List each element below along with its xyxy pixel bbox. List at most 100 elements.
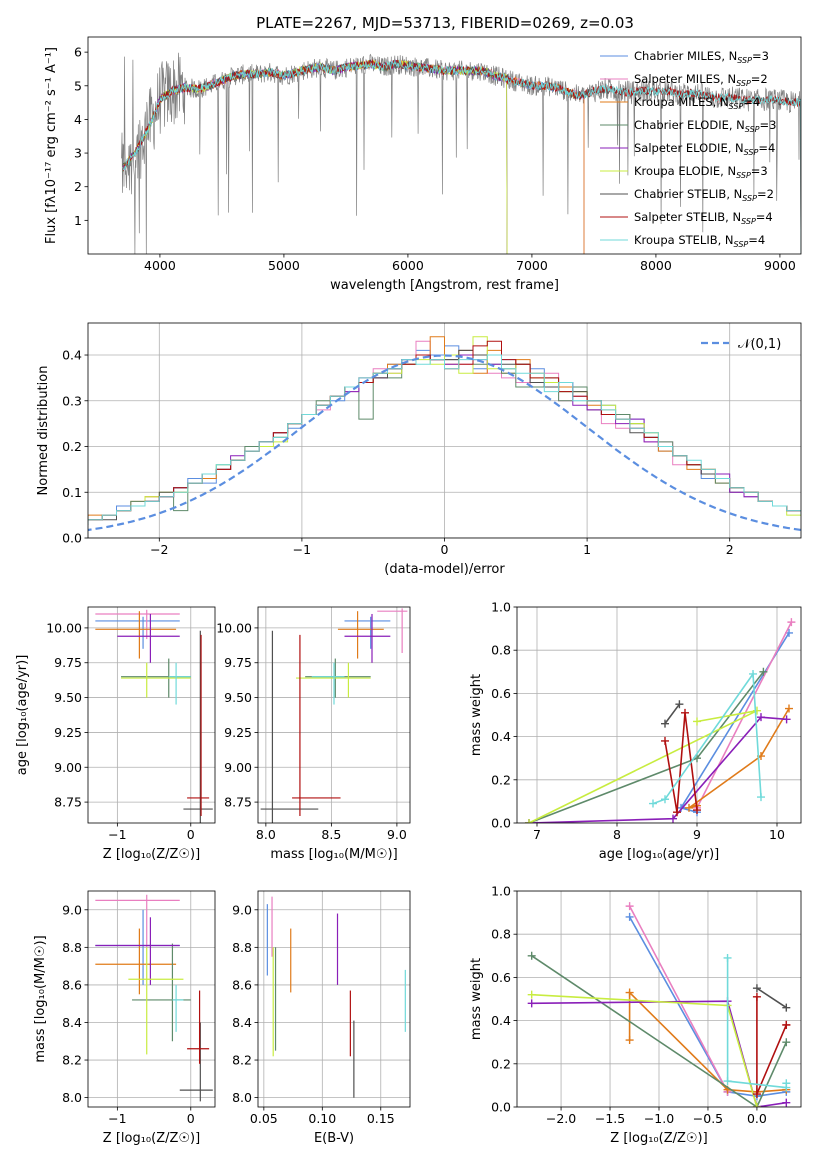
legend-label: Kroupa MILES, NSSP=4: [634, 95, 760, 111]
plot-area: [258, 607, 410, 823]
weight-point-marker: [661, 719, 669, 728]
weight-series-line: [531, 955, 788, 1107]
errorbar-point: [95, 894, 180, 948]
weight-point-marker: [757, 793, 765, 802]
errorbar-point: [187, 634, 210, 817]
panel-ebv-mass: 0.05 0.10 0.15 8.0 8.2 8.4 8.6 8.8 9.0 E(B-V): [232, 890, 411, 1146]
errorbar-point: [292, 634, 341, 817]
weight-point-marker: [782, 715, 791, 724]
legend-label: Chabrier MILES, NSSP=3: [634, 49, 769, 65]
y-tick-label: 0.2: [491, 1056, 511, 1071]
plot-area: [517, 607, 801, 823]
weight-point-marker: [527, 990, 536, 999]
weight-point-marker: [757, 713, 765, 722]
plot-area: [121, 52, 801, 254]
x-tick-label: 6000: [392, 258, 424, 273]
x-tick-label: 0.05: [250, 1111, 278, 1126]
y-axis-label: age [log₁₀(age/yr)]: [15, 655, 30, 776]
y-tick-label: 4: [74, 112, 82, 127]
y-tick-label: 1.0: [491, 884, 511, 899]
y-axis-label: mass weight: [469, 674, 484, 756]
panel-z-weight: −2.0 −1.5 −1.0 −0.5 0.0 0.0 0.2 0.4 0.6 0.8 1.0 Z […: [469, 884, 802, 1146]
y-tick-label: 8.75: [54, 795, 82, 810]
errorbar-point: [168, 662, 191, 705]
x-tick-label: −2.0: [546, 1111, 576, 1126]
x-tick-label: 5000: [268, 258, 300, 273]
x-tick-label: 0: [187, 1111, 195, 1126]
y-tick-label: 9.0: [62, 902, 82, 917]
x-tick-label: 8.0: [256, 827, 276, 842]
errorbar-point: [344, 616, 391, 649]
errorbar-point: [121, 662, 191, 698]
y-tick-label: 9.50: [54, 690, 82, 705]
y-tick-label: 8.8: [232, 940, 252, 955]
errorbar-point: [296, 662, 371, 698]
normal-curve-line: [88, 354, 801, 532]
x-tick-label: 7000: [516, 258, 548, 273]
y-tick-label: 0.0: [491, 816, 511, 831]
histogram-step-line: [88, 336, 801, 521]
y-tick-label: 8.6: [62, 977, 82, 992]
y-tick-label: 0.0: [62, 531, 82, 546]
y-tick-label: 1: [74, 213, 82, 228]
y-tick-label: 8.8: [62, 940, 82, 955]
errorbar-point: [183, 630, 213, 823]
weight-point-marker: [782, 1020, 791, 1029]
panel-residuals: −2 −1 0 1 2 0.0 0.1 0.2 0.3 0.4 (data-model)/error…: [36, 322, 802, 577]
spectrum-legend: Chabrier MILES, NSSP=3 Salpeter MILES, NS…: [600, 49, 776, 249]
weight-point-marker: [749, 669, 757, 678]
errorbar-point: [179, 1022, 213, 1102]
model-spectrum-line: [122, 58, 801, 254]
x-tick-label: 7: [533, 827, 541, 842]
weight-point-marker: [693, 717, 701, 726]
weight-series-line: [528, 709, 758, 823]
y-tick-label: 0.6: [491, 970, 511, 985]
weight-point-marker: [752, 984, 761, 993]
x-tick-label: −2: [150, 542, 168, 557]
histogram-step-line: [88, 345, 801, 521]
x-axis-label: age [log₁₀(age/yr)]: [599, 847, 720, 862]
errorbar-point: [337, 611, 384, 659]
errorbar-point: [117, 613, 180, 663]
y-tick-label: 8.4: [62, 1015, 82, 1030]
legend-label: 𝒩(0,1): [738, 337, 781, 352]
y-tick-label: 8.4: [232, 1015, 252, 1030]
x-tick-label: 0: [441, 542, 449, 557]
errorbar-point: [187, 990, 210, 1064]
weight-point-marker: [625, 902, 634, 911]
y-tick-label: 9.75: [224, 655, 252, 670]
x-axis-label: Z [log₁₀(Z/Z☉)]: [103, 847, 200, 862]
weight-series-line: [756, 996, 788, 1095]
weight-point-marker: [675, 700, 684, 709]
x-tick-label: −1: [108, 827, 126, 842]
plot-area: [88, 607, 215, 823]
y-tick-label: 0.2: [62, 439, 82, 454]
weight-point-marker: [782, 1098, 791, 1107]
y-tick-label: 3: [74, 146, 82, 161]
weight-point-marker: [785, 704, 793, 713]
histogram-step-line: [88, 336, 801, 525]
y-tick-label: 8.0: [62, 1090, 82, 1105]
y-tick-label: 8.0: [232, 1090, 252, 1105]
errorbar-point: [311, 662, 345, 705]
plot-area: [258, 891, 410, 1107]
axes-frame: [87, 890, 216, 1108]
y-tick-label: 9.25: [224, 725, 252, 740]
axes-frame: [87, 606, 216, 824]
weight-series-line: [696, 621, 793, 809]
y-tick-label: 0.1: [62, 485, 82, 500]
x-tick-label: 4000: [144, 258, 176, 273]
histogram-step-line: [88, 340, 801, 525]
observed-spectrum-line: [121, 52, 801, 254]
x-tick-label: 8: [613, 827, 621, 842]
x-tick-label: −1.0: [644, 1111, 674, 1126]
y-tick-label: 8.2: [62, 1053, 82, 1068]
legend-label: Kroupa ELODIE, NSSP=3: [634, 164, 768, 180]
weight-point-marker: [752, 1090, 761, 1099]
weight-point-marker: [782, 1038, 791, 1047]
x-tick-label: 1: [583, 542, 591, 557]
x-tick-label: 10: [769, 827, 785, 842]
weight-point-marker: [661, 736, 669, 745]
x-tick-label: 9000: [764, 258, 796, 273]
weight-point-marker: [525, 819, 533, 823]
